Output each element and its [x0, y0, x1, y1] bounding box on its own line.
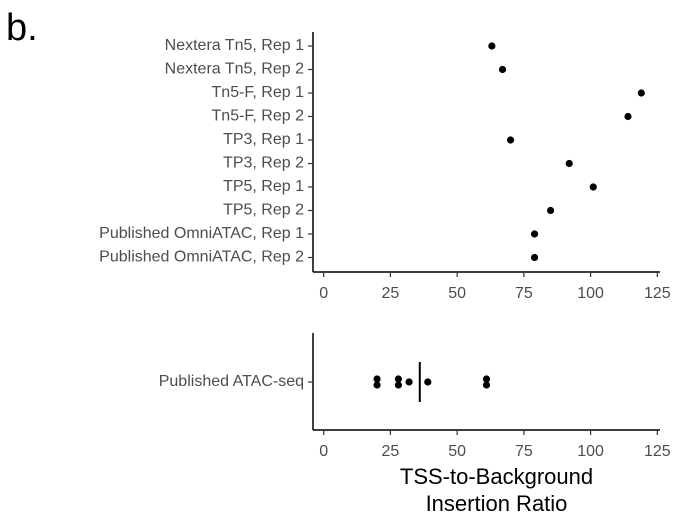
- dot: [482, 381, 491, 389]
- x-tick-label: 50: [448, 285, 466, 302]
- y-tick-label: TP3, Rep 2: [223, 155, 304, 172]
- dot: [624, 112, 632, 121]
- dot: [637, 89, 645, 97]
- panel-label: b.: [6, 7, 38, 49]
- dot: [373, 381, 381, 389]
- dot: [394, 381, 403, 389]
- y-tick-label: Tn5-F, Rep 2: [212, 108, 305, 125]
- dot: [394, 375, 403, 383]
- x-axis-label: Insertion Ratio: [426, 491, 568, 516]
- y-tick-label: Published ATAC-seq: [159, 373, 304, 390]
- x-tick-label: 125: [644, 285, 671, 302]
- x-axis-label: TSS-to-Background: [400, 464, 593, 489]
- x-tick-label: 0: [319, 443, 328, 460]
- x-tick-label: 75: [515, 443, 533, 460]
- dot: [488, 42, 496, 50]
- y-tick-label: Tn5-F, Rep 1: [212, 84, 305, 101]
- y-tick-label: TP5, Rep 1: [223, 178, 304, 195]
- y-tick-label: Published OmniATAC, Rep 1: [99, 225, 304, 242]
- x-tick-label: 100: [577, 443, 604, 460]
- y-tick-label: Nextera Tn5, Rep 1: [165, 37, 304, 54]
- dot: [530, 253, 539, 262]
- x-tick-label: 50: [448, 443, 466, 460]
- dot: [482, 375, 491, 383]
- dot: [373, 375, 381, 383]
- dot: [565, 159, 573, 168]
- y-tick-label: Nextera Tn5, Rep 2: [165, 61, 304, 78]
- dot: [498, 65, 507, 74]
- dot: [546, 206, 555, 215]
- x-tick-label: 25: [382, 443, 400, 460]
- dot: [530, 230, 539, 238]
- y-tick-label: TP3, Rep 1: [223, 131, 304, 148]
- x-tick-label: 75: [515, 285, 533, 302]
- x-tick-label: 25: [382, 285, 400, 302]
- dot: [424, 378, 432, 386]
- dot: [405, 378, 413, 386]
- y-tick-label: TP5, Rep 2: [223, 202, 304, 219]
- dot: [506, 136, 515, 144]
- x-tick-label: 0: [319, 285, 328, 302]
- x-tick-label: 100: [577, 285, 604, 302]
- y-tick-label: Published OmniATAC, Rep 2: [99, 249, 304, 266]
- dot: [589, 183, 597, 191]
- x-tick-label: 125: [644, 443, 671, 460]
